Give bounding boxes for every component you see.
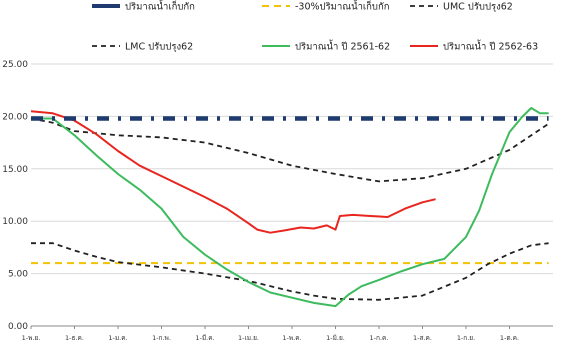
- axes: 0.00 5.00 10.00 15.00 20.00 25.00 1-พ.ย. 1-ธ.ค.…: [2, 60, 553, 342]
- x-tick-label: 1-เม.ย.: [238, 334, 259, 342]
- legend-label: -30%ปริมาณน้ำเก็บกัก: [295, 0, 390, 13]
- x-tick-label: 1-ก.ย.: [457, 334, 475, 342]
- legend-label: ปริมาณน้ำ ปี 2562-63: [443, 40, 538, 53]
- series-line-4: [31, 107, 549, 308]
- x-tick-label: 1-ก.ค.: [370, 334, 389, 342]
- x-tick-label: 1-ธ.ค.: [65, 334, 84, 342]
- legend-label: ปริมาณน้ำเก็บกัก: [125, 0, 195, 13]
- y-tick-label: 10.00: [2, 217, 28, 227]
- legend: ปริมาณน้ำเก็บกัก -30%ปริมาณน้ำเก็บกัก UMC …: [92, 0, 538, 53]
- legend-label: LMC ปรับปรุง62: [125, 42, 193, 53]
- y-tick-label: 20.00: [2, 112, 28, 122]
- series-line-3: [31, 242, 549, 301]
- legend-label: UMC ปรับปรุง62: [443, 2, 513, 13]
- x-tick-label: 1-ส.ค.: [413, 334, 432, 342]
- x-tick-label: 1-พ.ค.: [282, 334, 301, 342]
- x-tick-label: 1-พ.ย.: [22, 334, 41, 342]
- x-tick-label: 1-มิ.ย.: [326, 334, 345, 342]
- x-tick-label: 1-ต.ค.: [500, 334, 519, 342]
- y-tick-label: 0.00: [8, 322, 28, 332]
- x-tick-label: 1-ก.พ.: [152, 334, 171, 342]
- y-tick-label: 5.00: [8, 270, 28, 280]
- x-tick-label: 1-มี.ค.: [195, 334, 214, 342]
- series-lines: [30, 107, 550, 308]
- y-tick-label: 25.00: [2, 60, 28, 70]
- y-tick-label: 15.00: [2, 165, 28, 175]
- series-line-5: [30, 110, 436, 234]
- legend-label: ปริมาณน้ำ ปี 2561-62: [295, 40, 390, 53]
- x-tick-label: 1-ม.ค.: [108, 334, 127, 342]
